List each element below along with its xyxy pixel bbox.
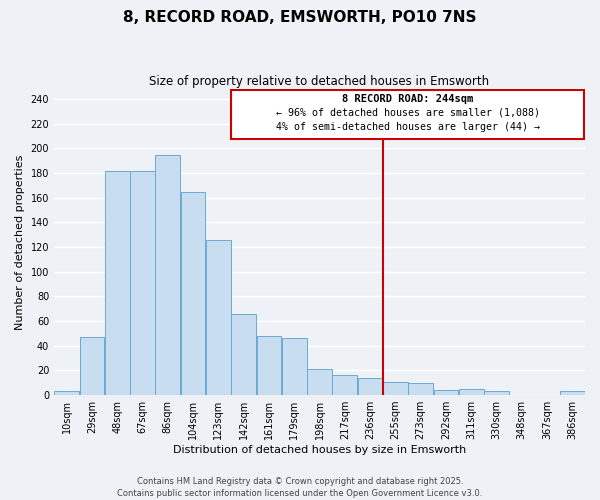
Bar <box>484 392 509 395</box>
Text: Contains HM Land Registry data © Crown copyright and database right 2025.
Contai: Contains HM Land Registry data © Crown c… <box>118 476 482 498</box>
Bar <box>54 392 79 395</box>
Bar <box>206 240 231 395</box>
Bar <box>560 392 585 395</box>
Bar <box>181 192 205 395</box>
Bar <box>282 338 307 395</box>
Bar <box>155 154 180 395</box>
Bar <box>105 170 130 395</box>
Bar <box>358 378 382 395</box>
Text: 8, RECORD ROAD, EMSWORTH, PO10 7NS: 8, RECORD ROAD, EMSWORTH, PO10 7NS <box>123 10 477 25</box>
Bar <box>383 382 408 395</box>
Text: ← 96% of detached houses are smaller (1,088): ← 96% of detached houses are smaller (1,… <box>276 108 540 118</box>
Bar <box>459 389 484 395</box>
Bar <box>130 170 155 395</box>
Text: 4% of semi-detached houses are larger (44) →: 4% of semi-detached houses are larger (4… <box>276 122 540 132</box>
Bar <box>434 390 458 395</box>
FancyBboxPatch shape <box>231 90 584 138</box>
Bar <box>80 337 104 395</box>
Bar <box>408 382 433 395</box>
Y-axis label: Number of detached properties: Number of detached properties <box>15 154 25 330</box>
X-axis label: Distribution of detached houses by size in Emsworth: Distribution of detached houses by size … <box>173 445 466 455</box>
Text: 8 RECORD ROAD: 244sqm: 8 RECORD ROAD: 244sqm <box>342 94 473 104</box>
Bar <box>332 376 357 395</box>
Bar <box>231 314 256 395</box>
Bar <box>257 336 281 395</box>
Bar <box>307 369 332 395</box>
Title: Size of property relative to detached houses in Emsworth: Size of property relative to detached ho… <box>149 75 490 88</box>
